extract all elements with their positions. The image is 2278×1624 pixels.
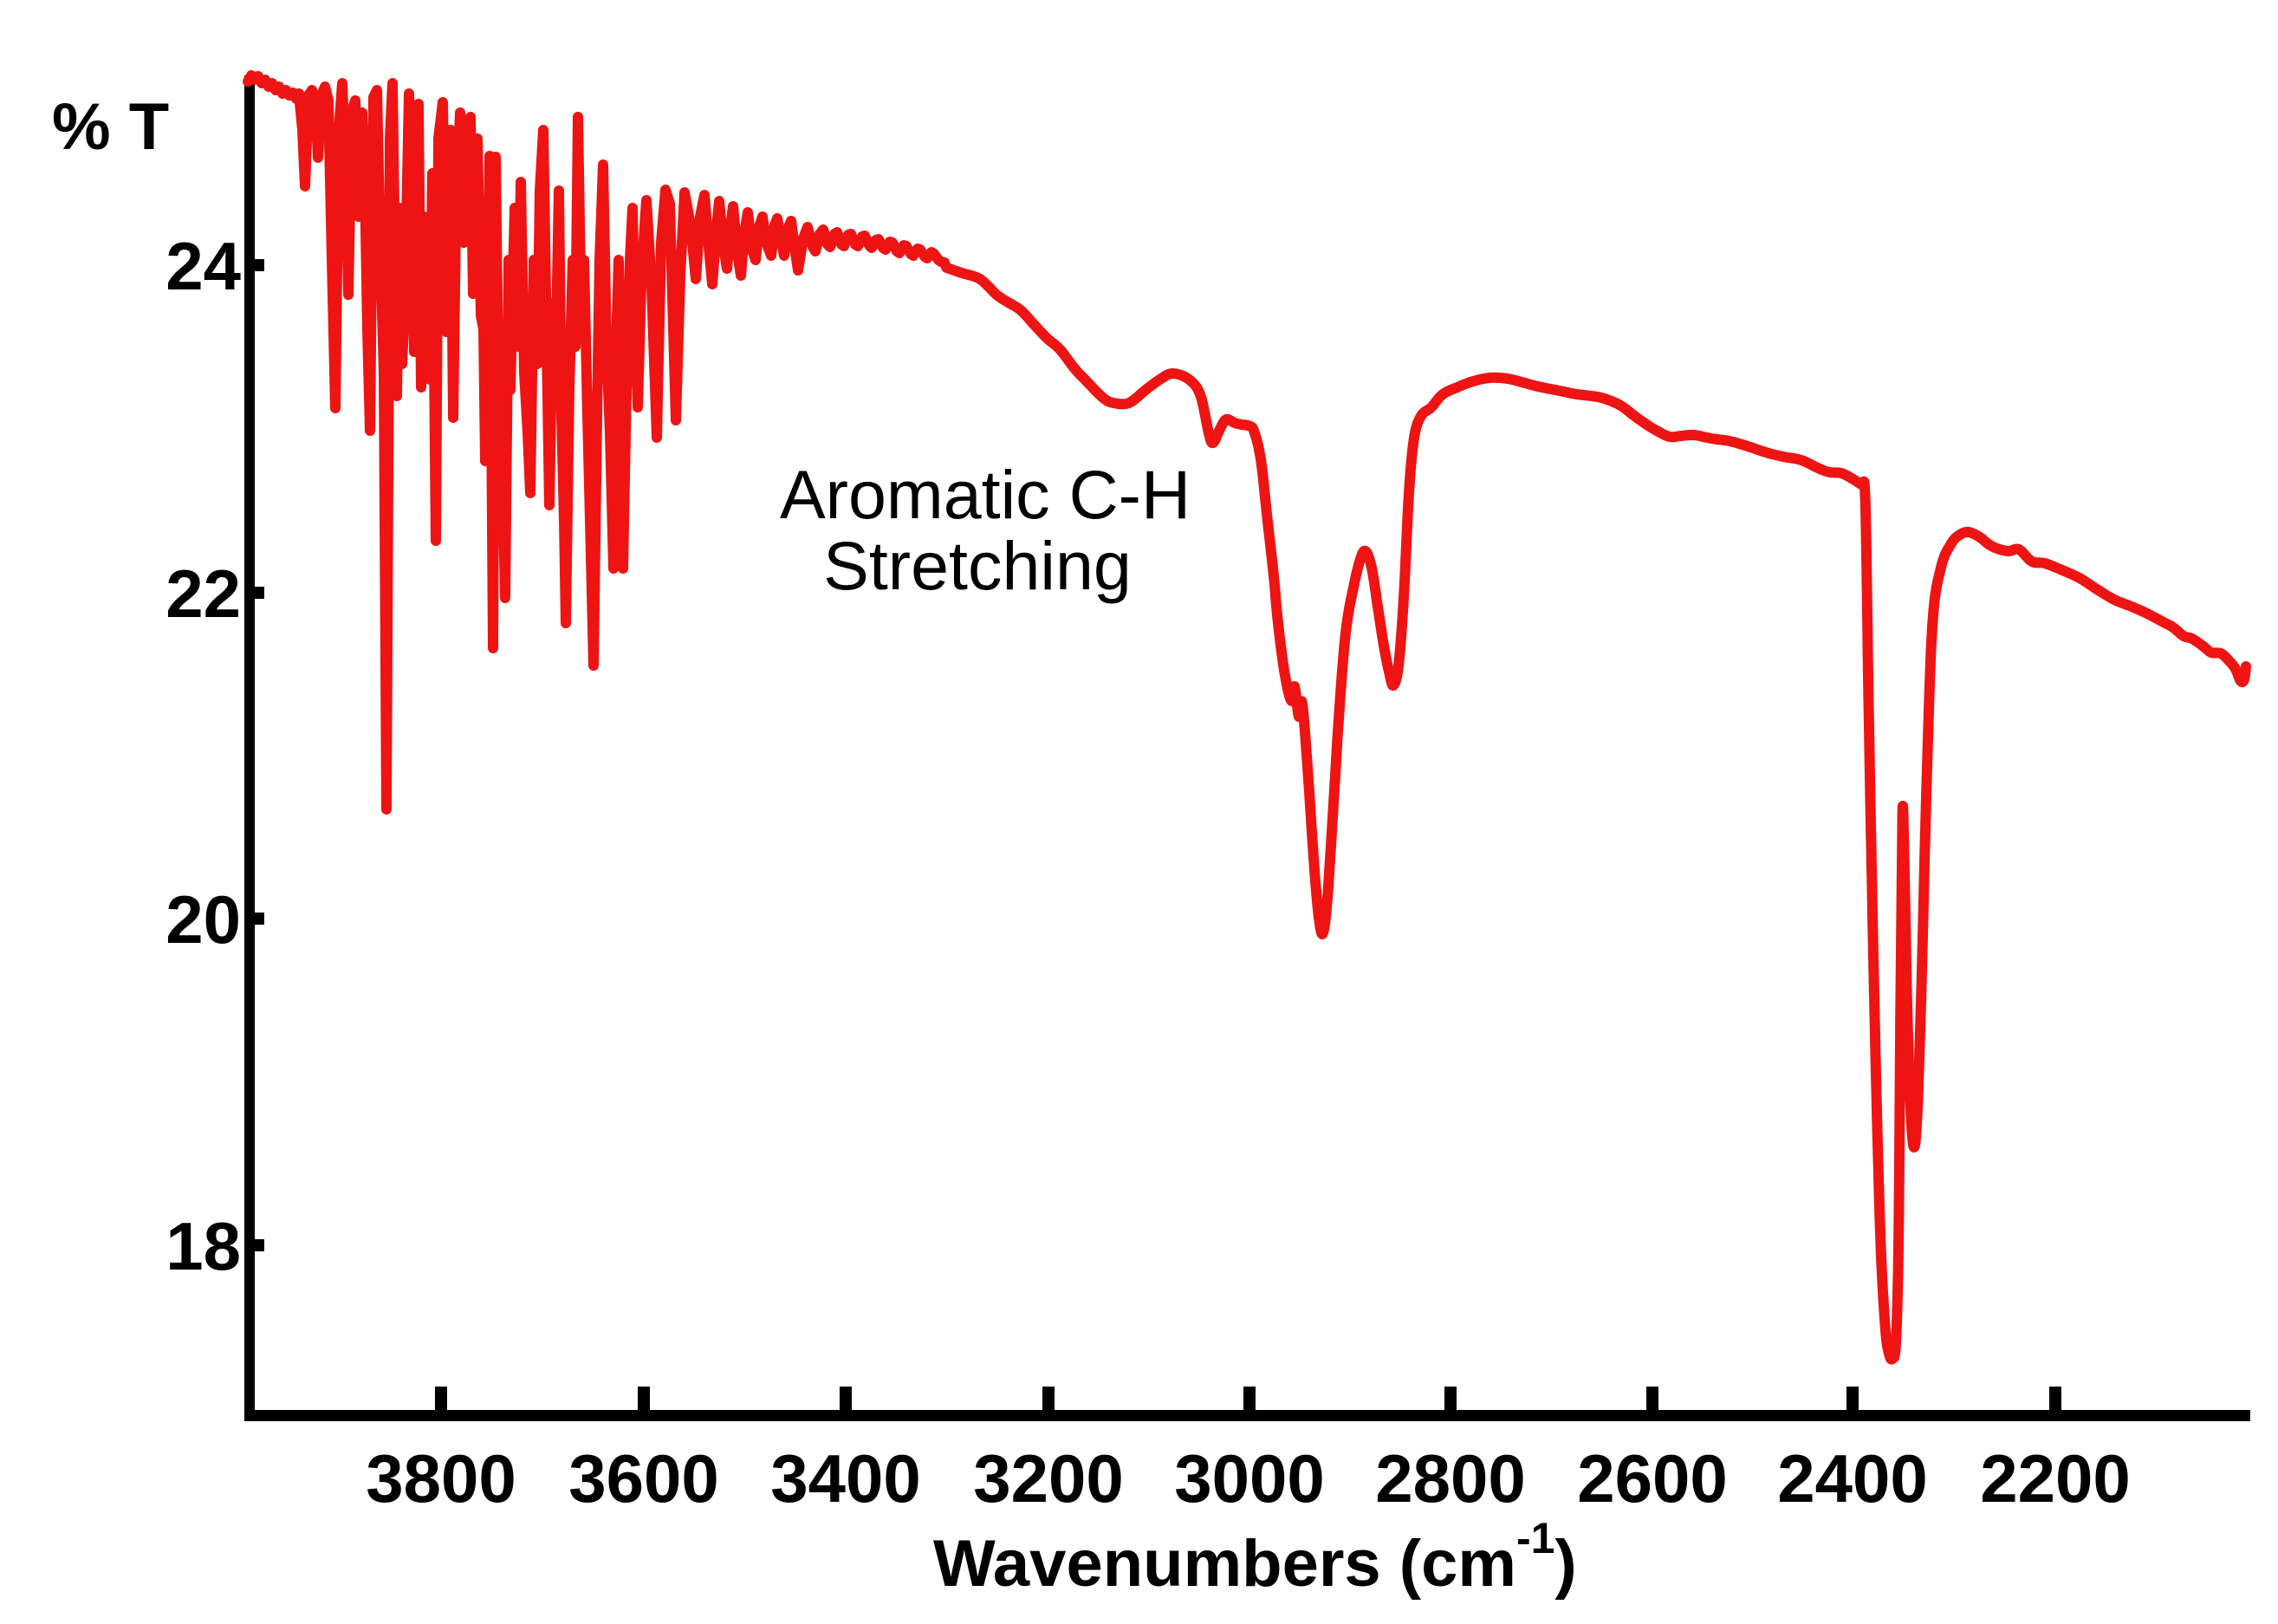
- svg-text:Aromatic C-H: Aromatic C-H: [780, 456, 1191, 533]
- svg-text:22: 22: [165, 555, 241, 632]
- svg-text:3600: 3600: [568, 1440, 719, 1517]
- svg-text:2600: 2600: [1577, 1440, 1728, 1517]
- svg-text:2200: 2200: [1980, 1440, 2131, 1517]
- svg-text:Wavenumbers (cm-1): Wavenumbers (cm-1): [933, 1514, 1577, 1601]
- svg-text:Stretching: Stretching: [823, 527, 1132, 604]
- svg-text:20: 20: [165, 881, 241, 958]
- svg-text:2800: 2800: [1375, 1440, 1526, 1517]
- svg-text:3200: 3200: [973, 1440, 1124, 1517]
- svg-text:% T: % T: [52, 90, 169, 164]
- svg-text:18: 18: [165, 1208, 241, 1284]
- svg-text:24: 24: [165, 228, 241, 304]
- svg-text:3400: 3400: [770, 1440, 921, 1517]
- svg-text:2400: 2400: [1777, 1440, 1928, 1517]
- svg-text:3800: 3800: [366, 1440, 516, 1517]
- svg-text:3000: 3000: [1174, 1440, 1325, 1517]
